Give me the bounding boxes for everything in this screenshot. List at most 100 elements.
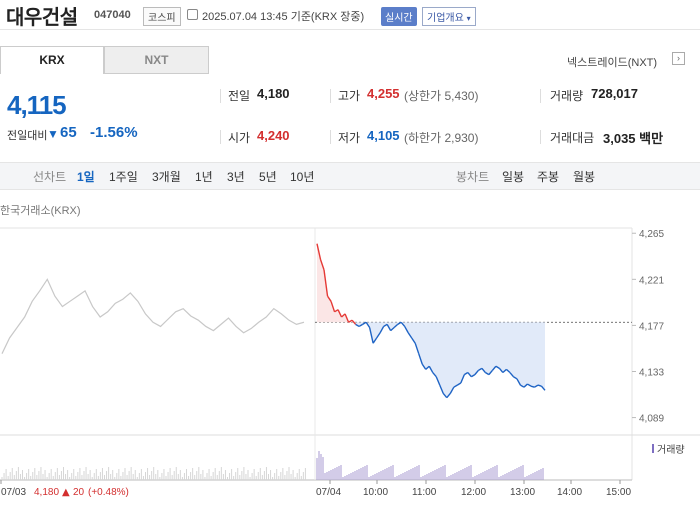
tab-krx[interactable]: KRX: [0, 46, 104, 74]
divider: [540, 89, 541, 103]
today-price-segment: [467, 372, 472, 378]
today-price-segment: [470, 374, 476, 378]
today-price-segment: [477, 367, 483, 372]
low-label: 저가: [338, 131, 361, 145]
candle-daily[interactable]: 일봉: [502, 170, 525, 184]
chart-source: 한국거래소(KRX): [0, 205, 81, 217]
company-overview-label: 기업개요: [427, 13, 464, 24]
today-price-segment: [376, 332, 381, 339]
page-header: [0, 0, 700, 30]
company-overview-button[interactable]: 기업개요 ▾: [422, 7, 476, 26]
today-price-segment: [432, 372, 437, 378]
prev-close-label: 전일: [228, 89, 251, 103]
prev-day-close: 4,180: [34, 487, 59, 498]
change-label: 전일대비: [7, 130, 48, 142]
today-price-segment: [453, 384, 458, 388]
above-reference-fill: [317, 243, 545, 323]
candle-monthly[interactable]: 월봉: [573, 170, 596, 184]
chart-period-bar: [0, 162, 700, 190]
y-tick-label: 4,133: [639, 367, 664, 378]
today-price-segment: [534, 384, 539, 388]
today-price-segment: [355, 323, 360, 328]
today-price-segment: [513, 376, 518, 380]
today-price-segment: [428, 365, 434, 373]
calendar-icon: [187, 9, 198, 20]
datetime-text: 2025.07.04 13:45 기준(KRX 장중): [202, 11, 365, 23]
volume-label: 거래량: [550, 89, 584, 103]
today-price-segment: [463, 371, 469, 376]
today-price-segment: [397, 321, 402, 325]
today-price-segment: [414, 342, 420, 354]
amount-label: 거래대금: [550, 131, 595, 145]
volume-legend-swatch: [652, 444, 654, 453]
market-badge: 코스피: [143, 7, 181, 26]
today-price-segment: [400, 321, 406, 327]
period-3m[interactable]: 3개월: [152, 170, 181, 184]
today-price-segment: [411, 337, 416, 344]
today-price-segment: [386, 324, 392, 331]
prev-day-pct: (+0.48%): [88, 487, 129, 498]
candle-weekly[interactable]: 주봉: [537, 170, 560, 184]
period-5y[interactable]: 5년: [259, 170, 277, 184]
period-1w[interactable]: 1주일: [109, 170, 138, 184]
today-price-segment: [365, 321, 371, 328]
nextrade-link[interactable]: 넥스트레이드(NXT): [567, 57, 658, 69]
lower-limit: (하한가 2,930): [404, 131, 479, 145]
today-price-segment: [527, 383, 532, 387]
y-tick-label: 4,221: [639, 275, 664, 286]
upper-limit: (상한가 5,430): [404, 89, 479, 103]
today-price-segment: [502, 368, 507, 374]
today-price-segment: [495, 365, 500, 369]
today-price-segment: [439, 384, 444, 394]
period-1y[interactable]: 1년: [195, 170, 213, 184]
today-price-segment: [358, 323, 363, 328]
chevron-right-icon[interactable]: ›: [672, 52, 685, 65]
today-price-segment: [509, 372, 514, 378]
down-triangle-icon: ▼: [47, 127, 59, 141]
today-price-segment: [337, 309, 343, 318]
high-label: 고가: [338, 89, 361, 103]
change-percent: -1.56%: [90, 124, 138, 141]
today-price-segment: [326, 295, 332, 302]
amount-value: 3,035 백만: [603, 131, 664, 146]
period-1d[interactable]: 1일: [77, 170, 95, 184]
today-price-segment: [425, 365, 430, 370]
tab-nxt[interactable]: NXT: [104, 46, 209, 74]
x-tick-label: 15:00: [606, 487, 631, 498]
divider: [220, 89, 221, 103]
x-tick-label: 07/04: [316, 487, 341, 498]
today-price-segment: [485, 371, 490, 376]
today-price-segment: [537, 384, 542, 387]
y-tick-label: 4,177: [639, 321, 664, 332]
today-price-segment: [344, 313, 350, 323]
line-chart-label[interactable]: 선차트: [33, 170, 67, 184]
up-triangle-icon: ▲: [62, 487, 70, 498]
today-price-segment: [505, 368, 511, 374]
today-price-segment: [421, 363, 427, 370]
today-price-segment: [481, 367, 486, 373]
today-price-segment: [498, 367, 504, 373]
today-price-segment: [460, 374, 465, 384]
prev-day-change: 20: [73, 487, 85, 498]
today-price-segment: [523, 383, 528, 388]
today-price-segment: [379, 326, 385, 334]
x-tick-label: 12:00: [461, 487, 486, 498]
period-3y[interactable]: 3년: [227, 170, 245, 184]
divider: [540, 130, 541, 144]
y-tick-label: 4,089: [639, 414, 664, 425]
today-price-segment: [393, 323, 399, 329]
x-tick-label: 14:00: [557, 487, 582, 498]
candle-chart-label[interactable]: 봉차트: [456, 170, 490, 184]
below-reference-fill: [317, 322, 545, 398]
prev-day-line: [1, 278, 305, 354]
today-price-segment: [368, 327, 374, 344]
today-price-segment: [372, 337, 378, 344]
today-price-segment: [530, 385, 535, 388]
today-price-segment: [442, 393, 448, 399]
open-label: 시가: [228, 131, 251, 145]
today-price-segment: [474, 369, 479, 376]
today-price-segment: [351, 319, 357, 325]
period-10y[interactable]: 10년: [290, 170, 315, 184]
realtime-badge[interactable]: 실시간: [381, 7, 417, 26]
